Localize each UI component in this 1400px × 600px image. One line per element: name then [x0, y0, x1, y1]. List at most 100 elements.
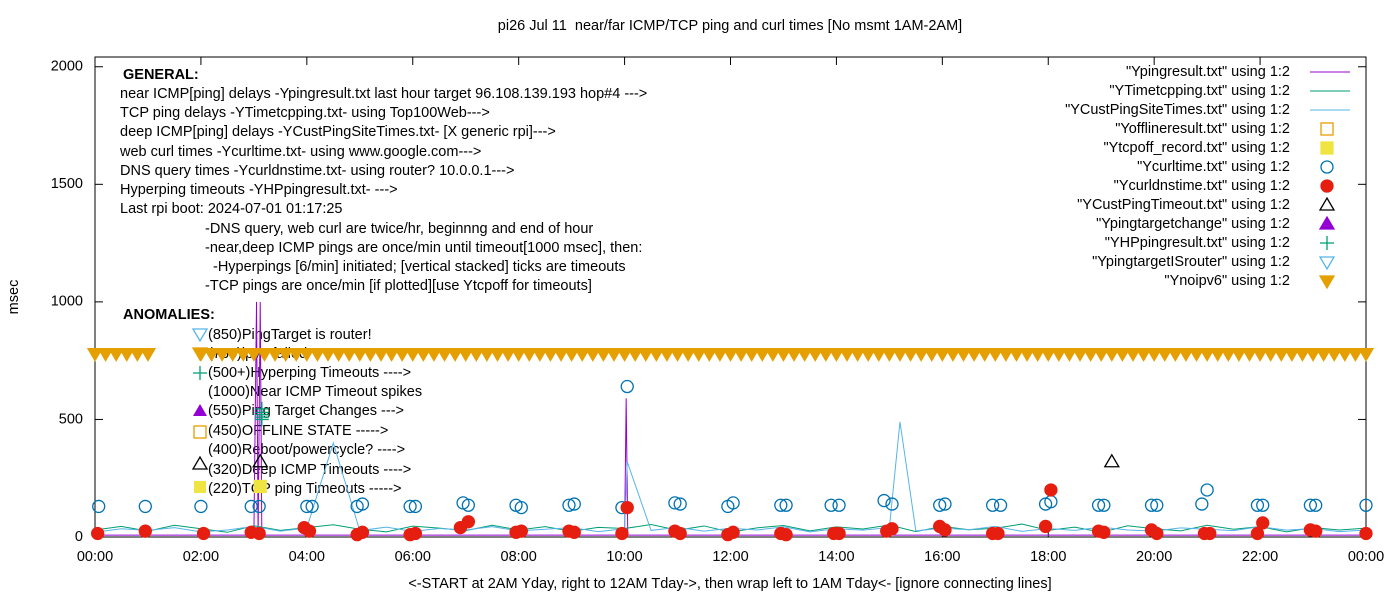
legend-label: "YHPpingresult.txt" using 1:2	[1105, 235, 1290, 251]
point	[521, 347, 538, 362]
x-tick-label: 08:00	[501, 549, 537, 565]
point	[673, 526, 687, 541]
legend-label: "Ycurldnstime.txt" using 1:2	[1114, 178, 1290, 194]
point	[1241, 347, 1258, 362]
legend-label: "Ytcpoff_record.txt" using 1:2	[1103, 140, 1290, 156]
anomaly-icon	[193, 366, 207, 380]
point	[817, 347, 834, 362]
y-tick-label: 1000	[51, 294, 83, 310]
point	[408, 499, 423, 514]
point	[254, 401, 269, 416]
point	[1114, 347, 1131, 362]
point	[129, 347, 146, 362]
point	[1150, 498, 1164, 512]
point	[1177, 347, 1195, 362]
point	[1103, 453, 1120, 468]
note-line: TCP ping delays -YTimetcpping.txt- using…	[120, 105, 490, 121]
point	[1188, 347, 1205, 362]
legend-swatch	[1318, 256, 1336, 271]
point	[1250, 526, 1265, 541]
point	[90, 526, 105, 541]
point	[552, 347, 570, 362]
point	[1097, 498, 1111, 512]
point	[828, 347, 845, 362]
point	[923, 347, 940, 362]
point	[1156, 347, 1173, 362]
point	[955, 347, 972, 362]
point	[1359, 498, 1373, 512]
legend-label: "Yofflineresult.txt" using 1:2	[1115, 121, 1290, 137]
point	[1283, 347, 1300, 362]
note-line: (450)OFFLINE STATE ----->	[208, 423, 388, 439]
point	[489, 347, 506, 362]
point	[138, 499, 152, 514]
point	[194, 499, 208, 514]
note-line: -Hyperpings [6/min] initiated; [vertical…	[213, 259, 626, 275]
note-line: (500+)Hyperping Timeouts ---->	[208, 365, 411, 381]
point	[627, 347, 644, 362]
point	[779, 498, 793, 512]
point	[330, 347, 347, 362]
note-line: (550)Ping Target Changes --->	[208, 403, 404, 419]
point	[1103, 347, 1120, 362]
point	[97, 347, 114, 362]
point	[637, 347, 654, 362]
point	[468, 347, 485, 362]
y-tick-label: 1500	[51, 176, 83, 192]
point	[415, 347, 432, 362]
x-tick-label: 16:00	[924, 549, 960, 565]
point	[1220, 347, 1237, 362]
point	[510, 347, 527, 362]
point	[743, 347, 760, 362]
point	[1309, 524, 1323, 538]
point	[266, 347, 284, 362]
point	[885, 522, 899, 536]
legend-swatch	[1318, 215, 1336, 230]
legend-swatch	[1320, 179, 1334, 193]
point	[252, 526, 266, 541]
point	[461, 515, 476, 529]
point	[1071, 347, 1089, 362]
point	[563, 347, 580, 362]
note-line: near ICMP[ping] delays -Ypingresult.txt …	[120, 86, 647, 102]
point	[1038, 519, 1053, 534]
point	[965, 347, 983, 362]
point	[701, 347, 718, 362]
point	[1061, 347, 1078, 362]
point	[1124, 347, 1142, 362]
point	[1135, 347, 1152, 362]
x-tick-label: 04:00	[289, 549, 325, 565]
point	[722, 347, 739, 362]
point	[425, 347, 443, 362]
point	[562, 498, 576, 512]
point	[668, 496, 682, 510]
note-line: Hyperping timeouts -YHPpingresult.txt- -…	[120, 182, 398, 198]
point	[138, 524, 152, 538]
point	[319, 347, 337, 362]
point	[832, 526, 846, 541]
point	[436, 347, 453, 362]
point	[86, 347, 104, 362]
point	[567, 497, 581, 511]
note-heading: ANOMALIES:	[123, 307, 215, 323]
point	[726, 525, 740, 539]
x-tick-label: 12:00	[712, 549, 748, 565]
point	[256, 347, 273, 362]
point	[1336, 347, 1353, 362]
note-line: -TCP pings are once/min [if plotted][use…	[205, 278, 592, 294]
point	[531, 347, 548, 362]
point	[620, 379, 634, 394]
x-tick-label: 10:00	[606, 549, 642, 565]
point	[277, 347, 294, 362]
x-axis-label: <-START at 2AM Yday, right to 12AM Tday-…	[408, 576, 1051, 592]
point	[351, 347, 368, 362]
point	[403, 499, 417, 514]
note-line: web curl times -Ycurltime.txt- using www…	[119, 144, 481, 160]
point	[362, 347, 379, 362]
point	[997, 347, 1015, 362]
legend-label: "Ycurltime.txt" using 1:2	[1137, 159, 1290, 175]
point	[1357, 347, 1375, 362]
point	[620, 500, 634, 515]
legend-label: "YTimetcpping.txt" using 1:2	[1109, 83, 1290, 99]
point	[1359, 526, 1373, 541]
